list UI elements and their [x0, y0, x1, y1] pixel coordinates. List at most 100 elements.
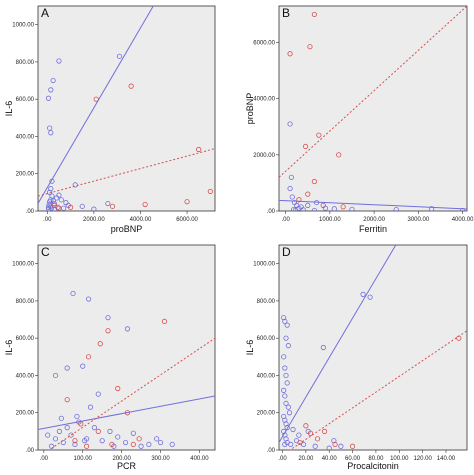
y-tick-label: 4000.00 — [253, 97, 275, 103]
data-point — [91, 206, 97, 211]
y-tick-label: 1000.00 — [12, 262, 34, 268]
data-point — [105, 315, 111, 321]
fit-line — [289, 330, 467, 450]
data-point — [105, 200, 111, 207]
data-point — [336, 152, 342, 158]
data-point — [142, 201, 148, 208]
plot-area — [37, 244, 216, 451]
data-point — [338, 443, 344, 449]
data-point — [287, 51, 293, 57]
y-tick-label: 400.00 — [16, 134, 35, 140]
x-tick-label: .00 — [281, 217, 290, 223]
data-point — [91, 425, 98, 431]
y-tick-label: 200.00 — [257, 411, 276, 417]
data-point — [300, 207, 306, 211]
data-point — [93, 96, 99, 102]
panel-label: B — [282, 6, 290, 20]
data-point — [60, 439, 66, 446]
y-tick-label: 200.00 — [16, 172, 35, 178]
y-tick-label: 400.00 — [16, 373, 35, 379]
y-tick-label: 800.00 — [16, 299, 35, 305]
y-axis-label: IL-6 — [4, 340, 14, 356]
data-point — [296, 197, 302, 203]
x-tick-label: 120.00 — [413, 456, 432, 462]
data-point — [72, 438, 78, 444]
data-point — [292, 207, 298, 211]
fit-line — [38, 6, 154, 204]
panel-label: C — [41, 245, 50, 259]
data-point — [115, 434, 121, 440]
data-point — [64, 397, 70, 403]
fit-line — [38, 148, 215, 197]
data-point — [122, 439, 129, 446]
data-point — [47, 125, 53, 131]
data-point — [283, 335, 289, 341]
x-tick-label: .00 — [278, 456, 287, 462]
y-tick-label: 600.00 — [16, 336, 35, 342]
data-point — [332, 441, 338, 448]
data-point — [207, 188, 213, 195]
data-point — [289, 194, 295, 200]
x-tick-label: 200.00 — [112, 456, 131, 462]
data-point — [459, 207, 466, 211]
data-point — [49, 193, 55, 199]
y-tick-label: 800.00 — [16, 60, 35, 66]
data-point — [115, 385, 121, 392]
data-point — [296, 432, 302, 438]
data-point — [116, 53, 123, 59]
data-point — [51, 202, 57, 209]
y-axis-label: IL-6 — [245, 340, 255, 356]
data-point — [302, 143, 309, 150]
data-point — [286, 410, 293, 416]
data-point — [124, 326, 131, 332]
data-point — [290, 426, 296, 433]
data-point — [281, 354, 287, 360]
plot-area — [278, 244, 468, 451]
data-point — [340, 204, 346, 210]
x-tick-label: 400.00 — [190, 456, 209, 462]
data-point — [84, 443, 90, 449]
y-axis-label: proBNP — [245, 93, 255, 125]
data-point — [305, 191, 311, 197]
data-point — [50, 77, 56, 84]
data-point — [47, 189, 53, 195]
data-point — [290, 206, 297, 211]
x-tick-label: 4000.00 — [130, 217, 152, 223]
data-point — [70, 290, 76, 297]
data-point — [95, 391, 101, 397]
data-point — [282, 365, 288, 371]
data-point — [161, 318, 168, 325]
x-axis-label: Procalcitonin — [347, 461, 399, 471]
data-point — [46, 206, 52, 211]
data-point — [184, 199, 190, 205]
fit-line — [38, 395, 215, 430]
data-point — [393, 206, 399, 211]
data-point — [130, 441, 136, 448]
data-point — [58, 415, 64, 421]
data-point — [48, 205, 55, 211]
data-point — [74, 413, 80, 420]
y-tick-label: .00 — [26, 209, 35, 215]
data-point — [56, 205, 62, 211]
data-point — [130, 430, 136, 436]
data-point — [283, 372, 289, 379]
x-tick-label: 6000.00 — [176, 217, 198, 223]
data-point — [52, 372, 59, 379]
data-point — [138, 443, 144, 449]
data-point — [85, 354, 92, 360]
data-point — [157, 439, 164, 446]
x-axis-label: PCR — [117, 461, 137, 471]
y-tick-label: 600.00 — [16, 97, 35, 103]
data-point — [307, 430, 314, 436]
data-point — [285, 343, 291, 349]
data-point — [288, 441, 294, 448]
data-point — [56, 428, 62, 434]
x-tick-label: 80.00 — [368, 456, 384, 462]
y-tick-label: 1000.00 — [253, 262, 275, 268]
fit-line — [279, 199, 467, 210]
data-point — [429, 206, 435, 211]
data-point — [196, 146, 202, 153]
data-point — [58, 197, 64, 203]
data-point — [285, 404, 291, 410]
x-tick-label: 100.00 — [390, 456, 409, 462]
